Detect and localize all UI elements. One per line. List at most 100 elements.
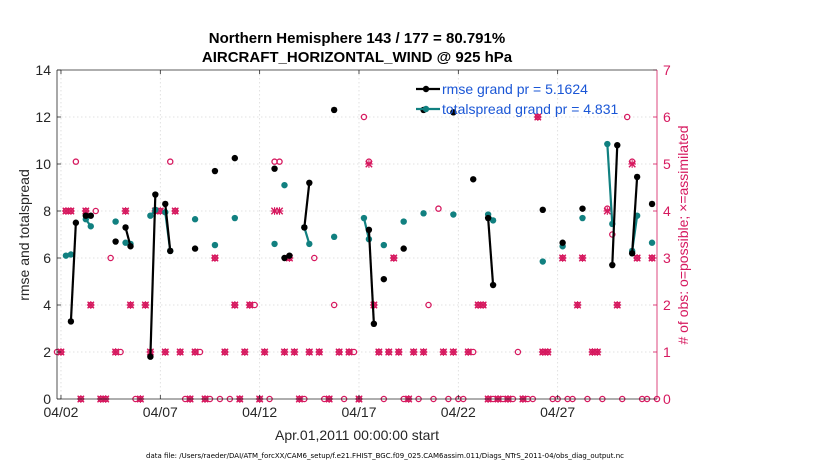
rmse-point	[559, 239, 566, 246]
x-tick-label: 04/02	[43, 404, 78, 420]
rmse-point	[87, 212, 94, 219]
rmse-point	[330, 106, 338, 114]
obs-assimilated-point	[305, 348, 314, 356]
totalspread-point	[231, 214, 239, 222]
obs-assimilated-point	[578, 254, 587, 262]
legend-entry-rmse: rmse grand pr = 5.1624	[416, 81, 588, 97]
totalspread-point	[62, 252, 70, 259]
totalspread-point	[604, 140, 611, 148]
obs-assimilated-point	[384, 348, 393, 356]
obs-possible-point	[276, 158, 283, 165]
rmse-point	[231, 154, 239, 162]
obs-possible-point	[609, 231, 616, 238]
totalspread-point	[330, 233, 338, 241]
rmse-point	[191, 245, 199, 252]
totalspread-point	[489, 217, 497, 224]
obs-assimilated-point	[67, 207, 75, 215]
rmse-point	[484, 214, 492, 222]
obs-assimilated-point	[176, 348, 185, 356]
totalspread-point	[271, 240, 278, 248]
y-axis-label-right: # of obs: o=possible; ×=assimilated	[675, 125, 691, 344]
obs-assimilated-point	[419, 348, 428, 356]
obs-assimilated-point	[479, 301, 487, 309]
rmse-line	[631, 176, 639, 254]
y-tick-label-right: 0	[663, 391, 671, 407]
legend-marker	[422, 85, 430, 93]
x-tick-label: 04/22	[441, 404, 476, 420]
x-tick-label: 04/27	[540, 404, 575, 420]
obs-assimilated-point	[111, 348, 120, 356]
plot-series	[53, 106, 661, 403]
obs-assimilated-point	[221, 348, 229, 356]
obs-assimilated-point	[345, 348, 353, 356]
totalspread-point	[281, 181, 288, 189]
rmse-point	[286, 252, 293, 259]
obs-assimilated-point	[211, 254, 219, 262]
rmse-point	[628, 250, 636, 257]
obs-assimilated-point	[394, 348, 403, 356]
chart-title: Northern Hemisphere 143 / 177 = 80.791%	[209, 30, 505, 47]
legend-marker	[422, 105, 430, 113]
rmse-point	[489, 281, 497, 289]
grid-lines	[57, 70, 657, 399]
rmse-point	[380, 275, 388, 283]
obs-assimilated-point	[86, 301, 95, 309]
y-tick-label-left: 2	[43, 344, 51, 360]
y-tick-label-right: 6	[663, 109, 671, 125]
obs-assimilated-point	[290, 348, 299, 356]
obs-assimilated-point	[141, 301, 150, 309]
totalspread-line	[606, 143, 614, 224]
totalspread-point	[380, 241, 388, 249]
obs-assimilated-point	[389, 254, 398, 262]
rmse-point	[470, 176, 477, 183]
obs-assimilated-point	[409, 348, 418, 356]
legend: rmse grand pr = 5.1624 totalspread grand …	[416, 81, 619, 117]
totalspread-point	[360, 214, 368, 222]
x-axis-label: Apr.01,2011 00:00:00 start	[275, 427, 439, 443]
rmse-point	[539, 206, 546, 214]
y-tick-label-left: 6	[43, 250, 51, 266]
obs-assimilated-point	[628, 160, 637, 168]
obs-possible-point	[330, 301, 338, 309]
obs-possible-point	[166, 158, 174, 165]
obs-possible-point	[623, 113, 631, 121]
rmse-line	[164, 203, 172, 252]
obs-assimilated-point	[275, 207, 284, 215]
totalspread-point	[147, 212, 154, 219]
obs-assimilated-point	[365, 160, 373, 168]
obs-assimilated-point	[260, 348, 269, 356]
obs-assimilated-point	[245, 301, 254, 309]
totalspread-point	[420, 210, 427, 217]
rmse-point	[648, 200, 656, 208]
obs-possible-point	[514, 348, 522, 356]
rmse-line	[487, 217, 495, 286]
obs-possible-point	[311, 254, 318, 262]
obs-assimilated-point	[558, 254, 567, 262]
rmse-line	[303, 182, 311, 228]
rmse-line	[149, 194, 157, 357]
x-tick-label: 04/17	[341, 404, 376, 420]
rmse-point	[162, 200, 169, 208]
rmse-point	[147, 353, 154, 360]
plot-axes: 04/02 04/07 04/12 04/17 04/22 04/270246810121…	[35, 62, 671, 420]
rmse-point	[400, 245, 407, 252]
rmse-point	[122, 224, 129, 231]
obs-possible-point	[425, 301, 432, 309]
totalspread-point	[87, 223, 94, 230]
obs-assimilated-point	[315, 348, 324, 356]
obs-assimilated-point	[161, 348, 170, 356]
rmse-line	[611, 145, 619, 266]
obs-assimilated-point	[240, 348, 249, 356]
obs-assimilated-point	[121, 207, 130, 215]
y-tick-label-right: 7	[663, 62, 671, 78]
obs-assimilated-point	[230, 301, 239, 309]
totalspread-point	[112, 218, 119, 225]
totalspread-point	[122, 239, 129, 246]
y-tick-label-left: 10	[35, 156, 51, 172]
obs-assimilated-point	[613, 301, 622, 309]
obs-possible-point	[72, 158, 80, 165]
chart-subtitle: AIRCRAFT_HORIZONTAL_WIND @ 925 hPa	[202, 49, 513, 66]
x-tick-label: 04/12	[242, 404, 277, 420]
rmse-point	[152, 191, 159, 198]
rmse-point	[281, 254, 288, 262]
